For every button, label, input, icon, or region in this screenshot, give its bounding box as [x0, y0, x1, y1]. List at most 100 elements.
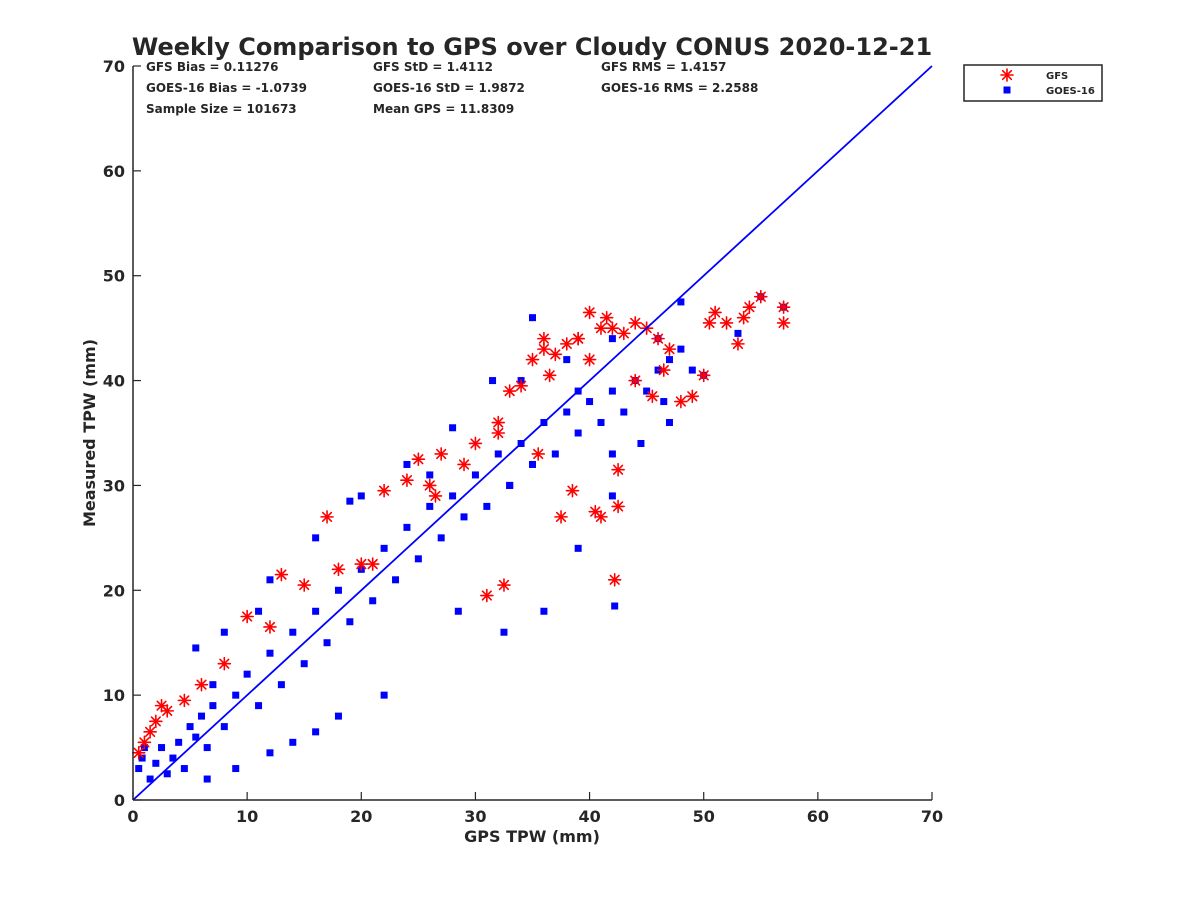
point-gfs — [502, 384, 517, 398]
point-gfs — [240, 609, 254, 624]
point-gfs — [599, 310, 614, 325]
stat-goes-bias: GOES-16 Bias = -1.0739 — [146, 81, 307, 95]
point-gfs — [565, 483, 580, 498]
point-gfs — [331, 562, 346, 577]
point-gfs — [491, 426, 506, 440]
point-gfs — [571, 331, 585, 346]
point-gfs — [400, 473, 414, 487]
point-gfs — [537, 331, 551, 346]
point-gfs — [354, 557, 369, 571]
point-gfs — [776, 300, 791, 314]
point-gfs — [457, 457, 471, 472]
point-goes-16 — [255, 702, 263, 710]
point-goes-16 — [334, 586, 342, 594]
point-goes-16 — [489, 377, 497, 385]
point-gfs — [411, 452, 426, 467]
point-goes-16 — [688, 366, 696, 374]
point-goes-16 — [506, 481, 514, 489]
point-gfs — [651, 331, 665, 346]
point-gfs — [542, 368, 557, 383]
point-goes-16 — [426, 471, 434, 479]
stat-goes-rms: GOES-16 RMS = 2.2588 — [601, 81, 758, 95]
point-goes-16 — [369, 597, 377, 605]
point-goes-16 — [574, 544, 582, 552]
legend-square-goes-16 — [1003, 86, 1011, 94]
stat-sample-size: Sample Size = 101673 — [146, 102, 297, 116]
point-gfs — [149, 714, 163, 729]
point-gfs — [422, 478, 437, 493]
stat-gfs-std: GFS StD = 1.4112 — [373, 60, 493, 74]
point-gfs — [753, 289, 768, 304]
legend: GFS GOES-16 — [963, 64, 1103, 102]
point-goes-16 — [608, 450, 616, 458]
point-gfs — [297, 578, 312, 592]
y-tick-label: 50 — [103, 267, 125, 286]
point-goes-16 — [665, 356, 673, 364]
point-goes-16 — [300, 660, 308, 668]
point-goes-16 — [266, 576, 274, 584]
point-gfs — [742, 300, 757, 314]
x-tick-label: 10 — [236, 807, 258, 826]
point-goes-16 — [574, 429, 582, 437]
point-goes-16 — [586, 398, 594, 406]
point-goes-16 — [209, 702, 217, 710]
point-goes-16 — [346, 618, 354, 626]
y-tick-label: 40 — [103, 372, 125, 391]
x-axis-label: GPS TPW (mm) — [464, 827, 600, 846]
point-goes-16 — [608, 492, 616, 500]
point-goes-16 — [346, 497, 354, 505]
axes: 0 10 20 30 40 50 60 70 0 10 20 30 40 50 60 70 — [103, 57, 943, 826]
point-gfs — [377, 483, 391, 498]
point-goes-16 — [163, 770, 171, 778]
point-goes-16 — [608, 335, 616, 343]
point-gfs — [531, 447, 546, 461]
point-gfs — [154, 698, 169, 713]
point-goes-16 — [414, 555, 422, 563]
point-goes-16 — [494, 450, 502, 458]
x-tick-label: 60 — [807, 807, 829, 826]
point-gfs — [702, 316, 717, 330]
point-gfs — [554, 510, 568, 524]
point-gfs — [468, 436, 483, 451]
point-gfs — [217, 656, 232, 671]
point-goes-16 — [175, 738, 183, 746]
point-gfs — [137, 735, 152, 750]
point-gfs — [582, 352, 597, 367]
point-gfs — [514, 379, 528, 393]
point-gfs — [177, 693, 192, 708]
point-goes-16 — [380, 544, 388, 552]
point-gfs — [736, 310, 751, 325]
point-gfs — [708, 305, 722, 320]
point-goes-16 — [403, 460, 411, 468]
point-goes-16 — [637, 439, 645, 447]
point-gfs — [662, 342, 677, 356]
point-goes-16 — [277, 681, 285, 689]
series-gfs — [131, 289, 791, 760]
point-goes-16 — [357, 492, 365, 500]
point-goes-16 — [232, 765, 240, 773]
y-axis-label: Measured TPW (mm) — [80, 339, 99, 527]
point-gfs — [685, 389, 700, 404]
point-goes-16 — [203, 775, 211, 783]
x-tick-label: 20 — [350, 807, 372, 826]
point-goes-16 — [220, 723, 228, 731]
chart-title: Weekly Comparison to GPS over Cloudy CON… — [132, 33, 932, 61]
point-goes-16 — [660, 398, 668, 406]
point-goes-16 — [312, 534, 320, 542]
stat-gfs-rms: GFS RMS = 1.4157 — [601, 60, 726, 74]
point-gfs — [274, 567, 289, 582]
point-goes-16 — [677, 298, 685, 306]
point-goes-16 — [449, 424, 457, 432]
point-goes-16 — [209, 681, 217, 689]
point-goes-16 — [403, 523, 411, 531]
point-goes-16 — [563, 356, 571, 364]
point-goes-16 — [197, 712, 205, 720]
point-gfs — [645, 389, 660, 404]
point-gfs — [607, 572, 622, 587]
point-goes-16 — [483, 502, 491, 510]
point-gfs — [594, 321, 608, 335]
stat-mean-gps: Mean GPS = 11.8309 — [373, 102, 514, 116]
point-goes-16 — [186, 723, 194, 731]
x-tick-label: 50 — [693, 807, 715, 826]
point-gfs — [263, 620, 277, 634]
